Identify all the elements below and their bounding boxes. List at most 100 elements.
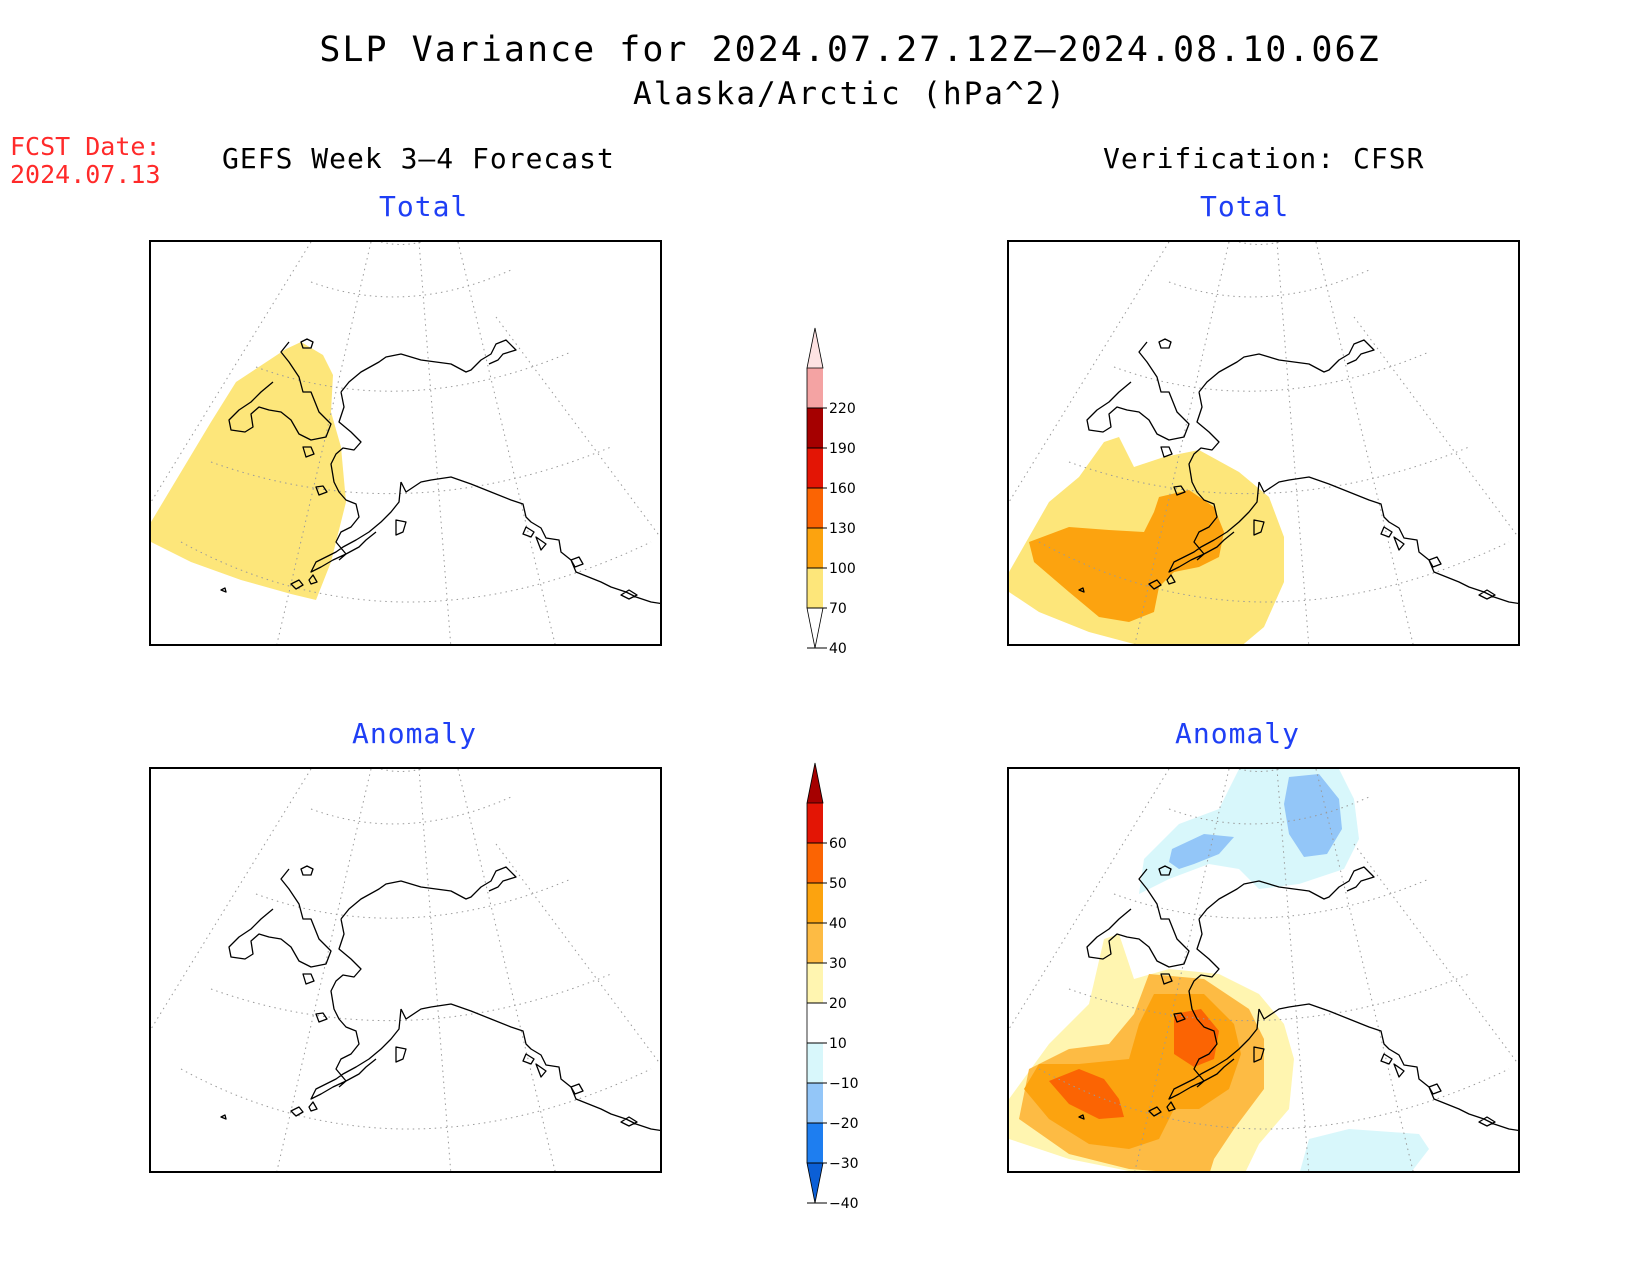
coastline — [1078, 338, 1518, 605]
graticule-line — [210, 446, 612, 495]
anomaly-colorbar-tick-label: 60 — [829, 836, 847, 852]
anomaly-colorbar-swatch — [807, 883, 823, 923]
coastline — [1078, 865, 1518, 1132]
graticule-line — [1038, 541, 1510, 603]
coastline-path — [220, 865, 660, 1132]
graticule-line — [1134, 242, 1230, 644]
bottom-left-panel-label: Anomaly — [352, 717, 478, 750]
graticule-line — [1009, 769, 1170, 1030]
anomaly-colorbar-swatch — [807, 1083, 823, 1123]
anomaly-colorbar-tick-label: −20 — [829, 1116, 859, 1132]
anomaly-colorbar-tick-label: 30 — [829, 956, 847, 972]
bottom-right-panel-label: Anomaly — [1175, 717, 1301, 750]
total-colorbar-swatch — [807, 488, 823, 528]
anomaly-colorbar-swatch — [807, 963, 823, 1003]
total-colorbar-tick-label: 130 — [829, 521, 856, 537]
total-colorbar-swatch — [807, 528, 823, 568]
anomaly-shading-40-50-north — [1174, 1009, 1219, 1067]
anomaly-shading-minus20-minus30-b — [1169, 834, 1234, 869]
graticule — [1009, 769, 1518, 1171]
anomaly-colorbar-swatch — [807, 1043, 823, 1083]
anomaly-colorbar-swatch — [807, 1123, 823, 1163]
graticule — [1009, 242, 1518, 644]
graticule-line — [310, 269, 512, 298]
map-panel-verification-anomaly — [1007, 767, 1520, 1173]
anomaly-colorbar-tick-label: −10 — [829, 1076, 859, 1092]
graticule — [151, 242, 660, 644]
total-colorbar-swatch — [807, 448, 823, 488]
graticule-line — [418, 769, 452, 1171]
anomaly-colorbar-tick-label: −30 — [829, 1156, 859, 1172]
graticule-line — [151, 242, 312, 503]
graticule-line — [151, 769, 312, 1030]
colorbar-anomaly: −40 −30 −20 −10 10 20 30 40 50 60 — [806, 762, 859, 1212]
forecast-date-value: 2024.07.13 — [10, 160, 161, 189]
colorbar-total: 40 70 100 130 160 190 220 — [806, 327, 856, 657]
total-colorbar-tick-label: 220 — [829, 401, 856, 417]
total-colorbar-tick-label: 40 — [829, 641, 847, 657]
coastline — [220, 338, 660, 605]
graticule-line — [1168, 796, 1370, 825]
variance-shading-70-100 — [1029, 490, 1224, 622]
forecast-anomaly-map — [151, 769, 660, 1171]
coastline-path — [220, 338, 660, 605]
total-colorbar-swatch — [807, 568, 823, 608]
main-title: SLP Variance for 2024.07.27.12Z–2024.08.… — [319, 30, 1381, 70]
total-colorbar-swatch — [807, 408, 823, 448]
top-left-panel-label: Total — [379, 190, 469, 223]
graticule — [151, 769, 660, 1171]
graticule-line — [180, 541, 652, 603]
anomaly-colorbar-bottom-arrow — [806, 1162, 824, 1204]
graticule-line — [418, 242, 452, 644]
map-panel-verification-total — [1007, 240, 1520, 646]
map-panel-forecast-anomaly — [149, 767, 662, 1173]
total-colorbar-tick-label: 190 — [829, 441, 856, 457]
forecast-date-label: FCST Date: — [10, 132, 161, 161]
anomaly-colorbar-tick-label: −40 — [829, 1196, 859, 1212]
verification-total-map — [1009, 242, 1518, 644]
anomaly-colorbar-tick-label: 10 — [829, 1036, 847, 1052]
anomaly-colorbar-swatch — [807, 843, 823, 883]
top-right-panel-label: Total — [1200, 190, 1290, 223]
coastline-path — [1078, 865, 1518, 1132]
total-colorbar-top-arrow — [806, 327, 824, 369]
coastline-path — [1078, 338, 1518, 605]
anomaly-colorbar-tick-label: 20 — [829, 996, 847, 1012]
anomaly-shading-40-50-south — [1049, 1069, 1124, 1119]
map-panel-forecast-total — [149, 240, 662, 646]
anomaly-colorbar-tick-label: 40 — [829, 916, 847, 932]
graticule-line — [276, 242, 372, 644]
left-column-header: GEFS Week 3–4 Forecast — [222, 142, 615, 175]
graticule-line — [276, 769, 372, 1171]
graticule-line — [1009, 242, 1170, 503]
variance-shading-40-70 — [151, 342, 346, 600]
variance-shading-40-70-north — [287, 347, 319, 387]
total-colorbar-tick-label: 70 — [829, 601, 847, 617]
graticule-line — [310, 796, 512, 825]
right-column-header: Verification: CFSR — [1103, 142, 1425, 175]
graticule-line — [210, 973, 612, 1022]
main-subtitle: Alaska/Arctic (hPa^2) — [633, 76, 1067, 112]
anomaly-shading-minus20-minus30-a — [1284, 774, 1342, 857]
total-colorbar-swatch — [807, 368, 823, 408]
graticule-line — [1134, 769, 1230, 1171]
total-colorbar-bottom-arrow — [806, 607, 824, 649]
anomaly-colorbar-top-arrow — [806, 762, 824, 804]
forecast-total-map — [151, 242, 660, 644]
anomaly-colorbar-tick-label: 50 — [829, 876, 847, 892]
anomaly-colorbar-swatch — [807, 923, 823, 963]
anomaly-colorbar-swatch — [807, 803, 823, 843]
total-colorbar-tick-label: 100 — [829, 561, 856, 577]
total-colorbar-tick-label: 160 — [829, 481, 856, 497]
verification-anomaly-map — [1009, 769, 1518, 1171]
graticule-line — [1276, 769, 1310, 1171]
graticule-line — [180, 1068, 652, 1130]
graticule-line — [1068, 446, 1470, 495]
graticule-line — [1168, 269, 1370, 298]
graticule-line — [1038, 1068, 1510, 1130]
coastline — [220, 865, 660, 1132]
anomaly-colorbar-swatch — [807, 1003, 823, 1043]
anomaly-shading-minus10-minus20-south — [1300, 1129, 1429, 1171]
graticule-line — [1276, 242, 1310, 644]
